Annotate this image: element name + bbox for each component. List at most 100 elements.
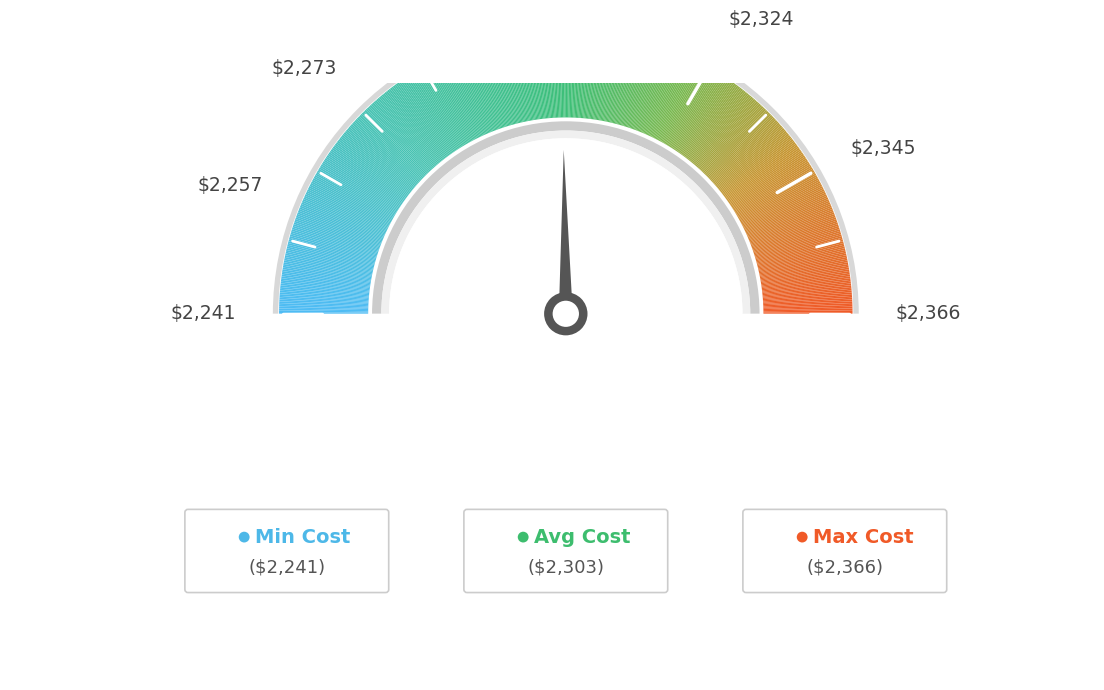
Wedge shape bbox=[755, 233, 841, 259]
Wedge shape bbox=[541, 30, 550, 118]
Wedge shape bbox=[289, 238, 375, 263]
Wedge shape bbox=[714, 126, 782, 185]
Wedge shape bbox=[582, 30, 591, 118]
Wedge shape bbox=[737, 172, 816, 217]
Wedge shape bbox=[416, 70, 464, 146]
Wedge shape bbox=[336, 142, 408, 197]
Wedge shape bbox=[312, 179, 392, 222]
Wedge shape bbox=[703, 110, 767, 174]
Wedge shape bbox=[282, 275, 370, 288]
Wedge shape bbox=[414, 71, 461, 148]
Wedge shape bbox=[464, 47, 497, 130]
Wedge shape bbox=[437, 59, 478, 138]
Wedge shape bbox=[724, 144, 797, 197]
Wedge shape bbox=[584, 30, 595, 119]
Wedge shape bbox=[734, 166, 811, 213]
Wedge shape bbox=[392, 86, 447, 158]
Text: $2,345: $2,345 bbox=[850, 139, 916, 159]
Wedge shape bbox=[638, 49, 673, 132]
Wedge shape bbox=[734, 164, 810, 212]
Wedge shape bbox=[754, 229, 840, 257]
Wedge shape bbox=[650, 56, 690, 137]
Wedge shape bbox=[286, 250, 373, 271]
Wedge shape bbox=[753, 221, 837, 250]
Wedge shape bbox=[355, 119, 422, 180]
Wedge shape bbox=[753, 222, 838, 252]
Wedge shape bbox=[763, 285, 851, 295]
Wedge shape bbox=[705, 112, 769, 176]
Wedge shape bbox=[623, 41, 649, 126]
Wedge shape bbox=[325, 158, 401, 208]
Wedge shape bbox=[718, 132, 788, 190]
Wedge shape bbox=[684, 86, 740, 158]
Wedge shape bbox=[383, 93, 440, 163]
Wedge shape bbox=[763, 293, 852, 300]
Wedge shape bbox=[761, 271, 850, 286]
Text: Max Cost: Max Cost bbox=[813, 528, 914, 546]
Wedge shape bbox=[306, 193, 388, 231]
Wedge shape bbox=[594, 32, 609, 119]
Wedge shape bbox=[315, 175, 393, 219]
Wedge shape bbox=[684, 86, 739, 157]
Wedge shape bbox=[569, 29, 571, 117]
Wedge shape bbox=[378, 98, 437, 166]
Wedge shape bbox=[376, 99, 436, 166]
Wedge shape bbox=[757, 246, 845, 268]
Wedge shape bbox=[737, 173, 816, 218]
Wedge shape bbox=[625, 42, 652, 127]
Wedge shape bbox=[729, 152, 803, 204]
Wedge shape bbox=[454, 51, 489, 133]
Wedge shape bbox=[279, 305, 369, 309]
Wedge shape bbox=[420, 68, 466, 145]
Text: ($2,366): ($2,366) bbox=[806, 559, 883, 577]
Wedge shape bbox=[316, 173, 394, 218]
Wedge shape bbox=[397, 82, 450, 155]
Wedge shape bbox=[690, 92, 747, 161]
Wedge shape bbox=[733, 161, 809, 210]
Wedge shape bbox=[570, 29, 573, 117]
Text: $2,241: $2,241 bbox=[171, 304, 236, 324]
Wedge shape bbox=[644, 52, 680, 134]
Wedge shape bbox=[754, 226, 839, 255]
Wedge shape bbox=[288, 243, 374, 266]
Wedge shape bbox=[692, 95, 752, 164]
Wedge shape bbox=[371, 104, 433, 170]
Wedge shape bbox=[750, 207, 832, 242]
Wedge shape bbox=[699, 104, 761, 170]
Wedge shape bbox=[321, 164, 397, 212]
Wedge shape bbox=[672, 75, 722, 149]
Wedge shape bbox=[422, 67, 467, 144]
Wedge shape bbox=[480, 41, 508, 126]
Wedge shape bbox=[587, 30, 598, 119]
Wedge shape bbox=[723, 141, 795, 195]
Wedge shape bbox=[539, 30, 549, 118]
Wedge shape bbox=[279, 306, 369, 310]
Wedge shape bbox=[751, 213, 835, 245]
Wedge shape bbox=[528, 31, 541, 119]
Wedge shape bbox=[337, 141, 408, 195]
Wedge shape bbox=[758, 253, 847, 273]
Wedge shape bbox=[326, 157, 401, 206]
Wedge shape bbox=[279, 308, 369, 311]
Wedge shape bbox=[722, 139, 794, 195]
Wedge shape bbox=[488, 39, 513, 125]
Wedge shape bbox=[763, 302, 852, 306]
Wedge shape bbox=[607, 35, 628, 122]
Wedge shape bbox=[375, 100, 435, 168]
Wedge shape bbox=[562, 29, 564, 117]
Wedge shape bbox=[668, 70, 715, 146]
Wedge shape bbox=[688, 90, 744, 160]
Wedge shape bbox=[469, 45, 500, 129]
Wedge shape bbox=[762, 284, 851, 294]
Wedge shape bbox=[763, 306, 852, 310]
Wedge shape bbox=[426, 64, 470, 142]
Wedge shape bbox=[665, 67, 710, 144]
Wedge shape bbox=[333, 145, 406, 199]
Wedge shape bbox=[322, 161, 399, 210]
Wedge shape bbox=[331, 149, 404, 201]
Wedge shape bbox=[403, 78, 455, 152]
Wedge shape bbox=[704, 111, 768, 175]
Wedge shape bbox=[752, 217, 836, 248]
Wedge shape bbox=[728, 150, 802, 202]
Wedge shape bbox=[575, 29, 582, 118]
